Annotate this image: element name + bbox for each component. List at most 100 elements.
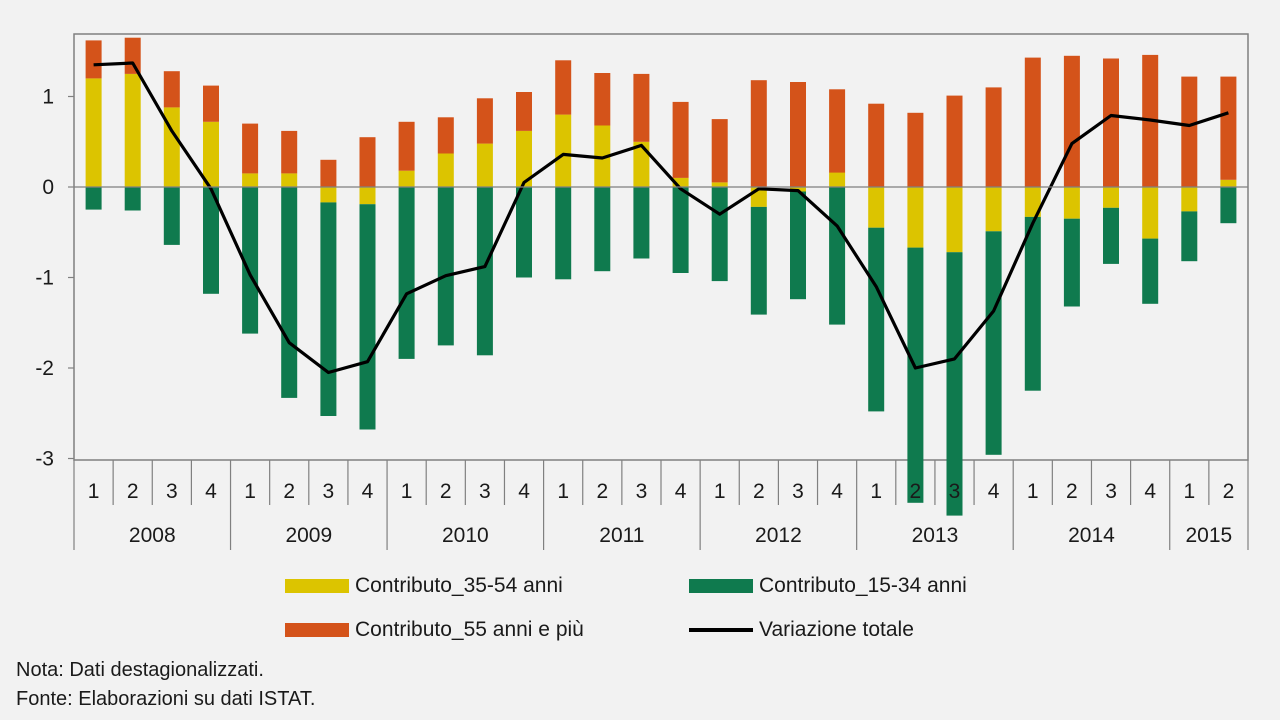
quarter-label: 2	[596, 480, 608, 503]
year-label: 2010	[442, 524, 489, 547]
bar-15-34	[594, 187, 611, 272]
quarter-label: 2	[910, 480, 922, 503]
line-variazione-totale	[93, 61, 1229, 375]
year-label: 2013	[912, 524, 959, 547]
bar-15-34	[85, 187, 102, 210]
bar-15-34	[1142, 238, 1159, 304]
bar-15-34	[985, 231, 1002, 455]
axis-layer: 10-1-2-31 2 3 4 1 2 3 4 1 2 3 4 1 2 3 4 1 2 3 4 1 2 3 4 1 2 3 4 1 220…	[35, 86, 1249, 550]
bar-55-piu	[790, 82, 806, 187]
bar-55-piu	[711, 119, 728, 183]
bar-35-54	[398, 170, 415, 187]
notes: Nota: Dati destagionalizzati. Fonte: Ela…	[16, 656, 315, 714]
bar-15-34	[320, 202, 337, 416]
quarter-label: 1	[1183, 480, 1195, 503]
bar-35-54	[85, 78, 102, 187]
y-tick-label: -1	[35, 267, 54, 290]
legend-item-55-piu: Contributo_55 anni e più	[285, 618, 584, 642]
bar-15-34	[1220, 187, 1237, 224]
quarter-label: 2	[753, 480, 765, 503]
bar-35-54	[907, 187, 924, 248]
bar-15-34	[437, 187, 454, 346]
quarter-label: 2	[440, 480, 452, 503]
legend-label-15-34: Contributo_15-34 anni	[759, 574, 967, 597]
bar-55-piu	[1063, 55, 1080, 187]
bar-55-piu	[320, 159, 337, 187]
bar-35-54	[868, 187, 885, 228]
bar-35-54	[946, 187, 963, 253]
legend-item-variazione: Variazione totale	[689, 618, 914, 642]
bar-55-piu	[594, 73, 611, 126]
bar-35-54	[242, 173, 259, 187]
year-label: 2012	[755, 524, 802, 547]
y-tick-label: 0	[42, 176, 54, 199]
bar-55-piu	[829, 89, 846, 173]
bar-15-34	[516, 187, 532, 278]
quarter-label: 4	[831, 480, 843, 503]
bar-35-54	[320, 187, 337, 203]
year-label: 2011	[599, 524, 644, 547]
source-text: Fonte: Elaborazioni su dati ISTAT.	[16, 688, 316, 710]
quarter-label: 1	[88, 480, 100, 503]
quarter-label: 2	[1223, 480, 1235, 503]
bar-15-34	[1181, 211, 1198, 262]
bars-layer	[85, 37, 1237, 516]
quarter-label: 4	[205, 480, 217, 503]
quarter-label: 2	[1066, 480, 1078, 503]
bar-35-54	[163, 107, 180, 187]
bar-35-54	[555, 114, 572, 187]
bar-15-34	[124, 187, 141, 211]
bar-15-34	[750, 206, 767, 315]
bar-15-34	[868, 227, 885, 412]
quarter-label: 4	[362, 480, 374, 503]
plot-area	[73, 33, 1249, 461]
bar-35-54	[203, 121, 219, 187]
quarter-label: 3	[949, 480, 961, 503]
quarter-label: 3	[792, 480, 804, 503]
bar-55-piu	[242, 123, 259, 174]
bar-55-piu	[868, 103, 885, 187]
quarter-label: 1	[557, 480, 569, 503]
quarter-label: 1	[244, 480, 256, 503]
bar-35-54	[476, 143, 493, 187]
bar-15-34	[1024, 216, 1041, 391]
year-label: 2014	[1068, 524, 1115, 547]
year-label: 2009	[285, 524, 332, 547]
bar-55-piu	[750, 80, 767, 187]
y-tick-label: 1	[42, 86, 54, 109]
bar-15-34	[829, 187, 846, 325]
quarter-label: 1	[714, 480, 726, 503]
bar-55-piu	[85, 40, 102, 79]
quarter-label: 4	[675, 480, 687, 503]
quarter-label: 3	[323, 480, 335, 503]
legend-item-15-34: Contributo_15-34 anni	[689, 574, 967, 598]
bar-55-piu	[985, 87, 1002, 187]
bar-35-54	[281, 173, 298, 187]
legend-label-35-54: Contributo_35-54 anni	[355, 574, 563, 597]
quarter-label: 2	[127, 480, 139, 503]
bar-35-54	[1063, 187, 1080, 219]
bar-35-54	[1142, 187, 1159, 239]
quarter-label: 3	[479, 480, 491, 503]
bar-55-piu	[907, 112, 924, 187]
bar-35-54	[1220, 179, 1237, 187]
legend-line-variazione	[689, 628, 753, 632]
legend-swatch-35-54	[285, 579, 349, 593]
bar-35-54	[672, 177, 689, 187]
quarter-label: 2	[283, 480, 295, 503]
bar-35-54	[829, 172, 846, 187]
bar-35-54	[359, 187, 376, 205]
bar-15-34	[281, 187, 298, 398]
bar-15-34	[242, 187, 259, 334]
bar-35-54	[516, 130, 532, 187]
bar-15-34	[1063, 218, 1080, 307]
bar-55-piu	[946, 95, 963, 187]
bar-35-54	[594, 125, 611, 187]
quarter-label: 1	[401, 480, 413, 503]
bar-35-54	[124, 73, 141, 187]
bar-55-piu	[633, 73, 650, 142]
note-text: Nota: Dati destagionalizzati.	[16, 659, 264, 681]
legend-swatch-55-piu	[285, 623, 349, 637]
legend-item-35-54: Contributo_35-54 anni	[285, 574, 563, 598]
quarter-label: 1	[1027, 480, 1039, 503]
